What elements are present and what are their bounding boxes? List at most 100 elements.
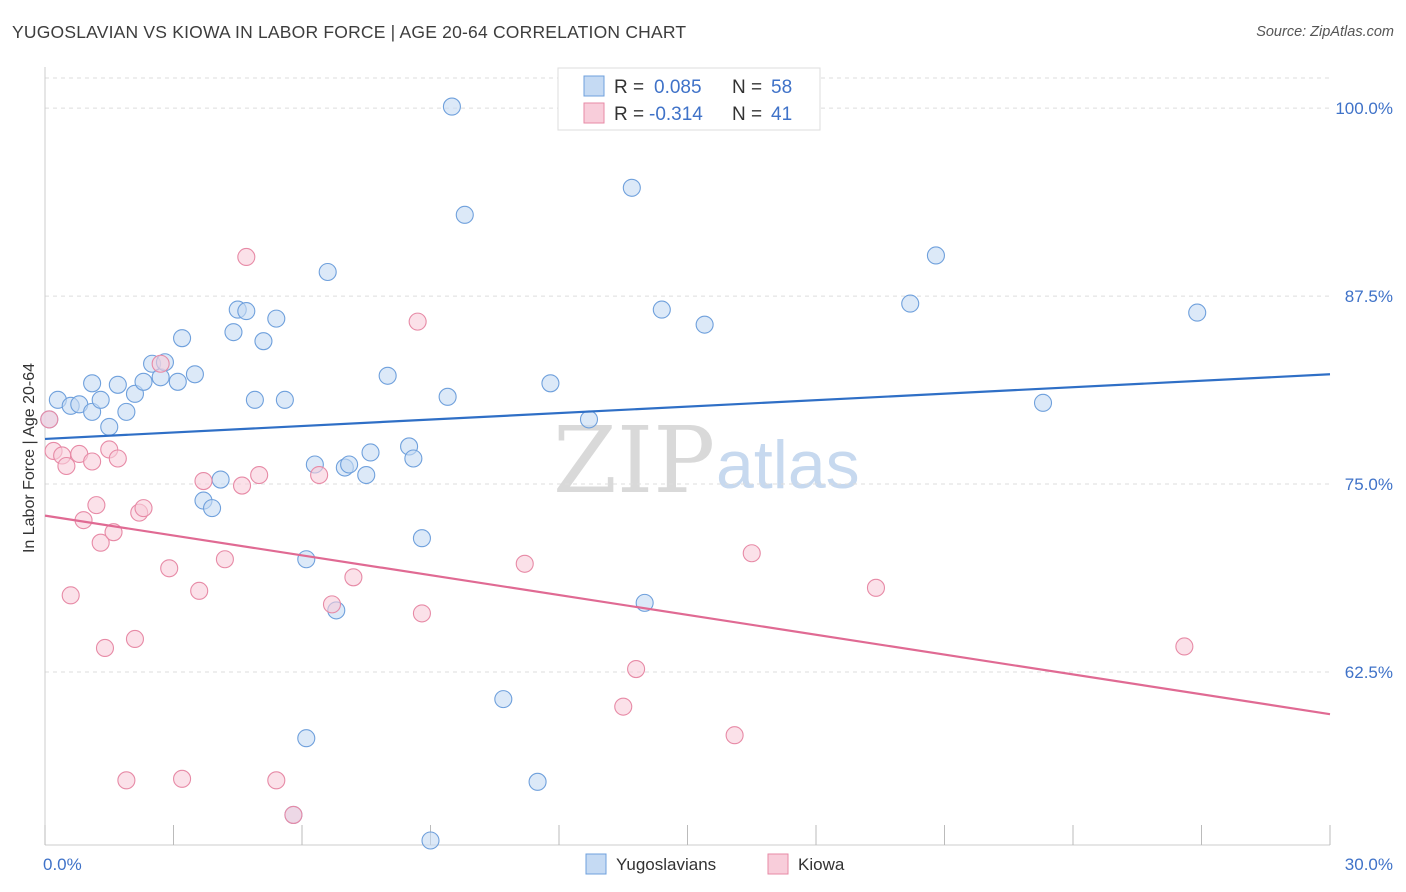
yugoslavians-point-26 [267, 309, 286, 328]
axes [44, 67, 1331, 846]
trend-lines [44, 373, 1331, 716]
legend-n-value-kiowa: 41 [771, 104, 792, 125]
yugoslavians-point-50 [622, 178, 641, 197]
series-legend-swatch-kiowa [767, 853, 789, 875]
grid-lines [45, 77, 1330, 673]
yugoslavians-point-54 [901, 294, 920, 313]
yugoslavians-point-6 [91, 390, 110, 409]
yugoslavians-point-44 [442, 97, 461, 116]
kiowa-point-15 [125, 629, 144, 649]
kiowa-point-34 [515, 554, 534, 573]
kiowa-point-31 [344, 568, 363, 587]
series-legend-swatch-yugoslavians [585, 853, 607, 875]
yugoslavians-point-57 [1188, 303, 1207, 322]
y-tick-label-3: 100.0% [1335, 99, 1393, 118]
yugoslavians-point-42 [421, 831, 440, 850]
kiowa-point-17 [134, 499, 153, 518]
legend-swatch-yugoslavians [583, 75, 605, 97]
y-tick-label-0: 62.5% [1345, 663, 1393, 682]
yugoslavians-point-8 [108, 375, 127, 394]
legend-r-label-yugoslavians: R = [614, 77, 644, 98]
yugoslavians-point-25 [254, 332, 273, 351]
yugoslavians-point-35 [340, 455, 359, 474]
kiowa-point-27 [267, 771, 286, 790]
kiowa-point-21 [190, 581, 209, 600]
yugoslavians-point-16 [173, 329, 192, 348]
kiowa-point-8 [87, 496, 106, 515]
yugoslavians-point-15 [168, 372, 187, 391]
yugoslavians-point-36 [357, 465, 376, 485]
kiowa-point-37 [725, 726, 744, 745]
watermark: ZIP atlas [553, 407, 860, 514]
kiowa-point-18 [151, 354, 170, 373]
kiowa-point-40 [1175, 637, 1194, 656]
kiowa-point-20 [173, 769, 192, 788]
legend-r-value-yugoslavians: 0.085 [654, 77, 702, 98]
kiowa-point-29 [310, 465, 329, 485]
kiowa-point-19 [160, 559, 179, 578]
legend-r-label-kiowa: R = [614, 104, 644, 125]
yugoslavians-point-9 [117, 402, 136, 421]
kiowa-point-38 [742, 544, 761, 563]
yugoslavians-point-11 [134, 372, 153, 391]
source-label: Source: ZipAtlas.com [1256, 24, 1394, 40]
x-tick-label-0: 0.0% [43, 855, 82, 874]
yugoslavians-point-55 [926, 246, 945, 265]
yugoslavians-trend-line [44, 373, 1331, 441]
y-axis-label: In Labor Force | Age 20-64 [21, 363, 38, 553]
kiowa-point-14 [117, 771, 136, 790]
x-tick-label-1: 30.0% [1345, 855, 1393, 874]
chart-title: YUGOSLAVIAN VS KIOWA IN LABOR FORCE | AG… [12, 22, 687, 42]
yugoslavians-point-47 [528, 772, 547, 791]
series-legend-label-yugoslavians: Yugoslavians [616, 855, 716, 874]
legend-r-value-kiowa: -0.314 [649, 104, 703, 125]
kiowa-point-26 [250, 465, 269, 485]
yugoslavians-point-17 [185, 365, 204, 384]
series-legend: Yugoslavians Kiowa [585, 853, 845, 875]
yugoslavians-point-32 [318, 262, 337, 282]
yugoslavians-point-7 [100, 417, 119, 436]
kiowa-point-9 [91, 533, 110, 552]
kiowa-point-10 [95, 638, 115, 658]
kiowa-point-33 [412, 604, 431, 623]
kiowa-point-24 [232, 476, 252, 495]
kiowa-point-30 [322, 595, 342, 614]
y-tick-label-2: 87.5% [1345, 287, 1393, 306]
watermark-atlas: atlas [716, 427, 860, 503]
yugoslavians-point-21 [224, 323, 243, 342]
yugoslavians-point-49 [579, 410, 599, 429]
yugoslavians-point-19 [203, 499, 222, 518]
kiowa-point-4 [61, 586, 80, 605]
kiowa-point-3 [57, 456, 76, 476]
y-tick-label-1: 75.0% [1345, 475, 1393, 494]
legend-n-label-yugoslavians: N = [732, 77, 762, 98]
kiowa-point-28 [284, 805, 303, 824]
yugoslavians-point-30 [297, 550, 316, 569]
correlation-legend: R = 0.085 N = 58 R = -0.314 N = 41 [557, 67, 821, 131]
yugoslavians-point-41 [412, 529, 431, 548]
kiowa-points [40, 247, 1194, 824]
kiowa-point-23 [215, 550, 234, 569]
yugoslavians-point-43 [438, 387, 457, 406]
yugoslavians-point-20 [211, 470, 230, 489]
kiowa-point-39 [866, 578, 886, 597]
yugoslavians-point-38 [378, 366, 397, 385]
yugoslavians-point-4 [83, 374, 102, 393]
yugoslavians-point-53 [695, 315, 714, 334]
yugoslavians-point-24 [245, 390, 264, 409]
kiowa-point-32 [408, 312, 427, 331]
legend-n-value-yugoslavians: 58 [771, 77, 792, 98]
yugoslavians-point-48 [541, 374, 560, 393]
yugoslavians-point-37 [361, 443, 380, 462]
yugoslavians-point-40 [404, 449, 423, 468]
yugoslavians-point-45 [455, 205, 474, 224]
kiowa-point-35 [614, 697, 633, 716]
yugoslavians-point-46 [494, 690, 513, 709]
kiowa-point-36 [627, 659, 646, 679]
watermark-zip: ZIP [553, 407, 715, 514]
yugoslavians-point-29 [297, 729, 316, 748]
kiowa-point-13 [108, 449, 127, 468]
series-legend-label-kiowa: Kiowa [798, 855, 845, 874]
legend-n-label-kiowa: N = [732, 104, 762, 125]
